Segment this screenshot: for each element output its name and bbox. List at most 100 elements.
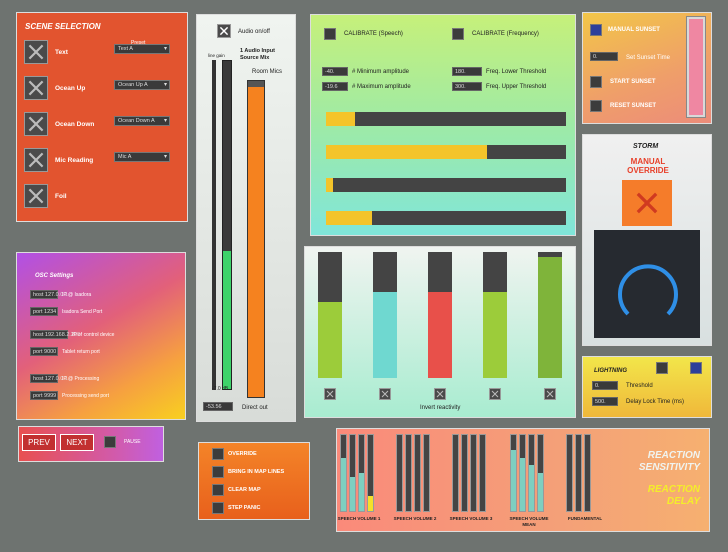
- scene-preset-dropdown-3[interactable]: Mic A: [114, 152, 170, 162]
- close-icon: [491, 390, 499, 398]
- reaction-meter-1-2[interactable]: [414, 434, 421, 512]
- reaction-meter-3-3[interactable]: [537, 434, 544, 512]
- sunset-time-value[interactable]: 0.: [590, 52, 618, 61]
- threshold-label: Threshold: [626, 383, 653, 389]
- level-meter: [222, 60, 232, 390]
- lightning-checkbox-1[interactable]: [656, 362, 668, 374]
- invert-checkbox-2[interactable]: [434, 388, 446, 400]
- osc-value-2[interactable]: host 192.168.2.200: [30, 330, 80, 339]
- reset-sunset-checkbox[interactable]: [590, 100, 602, 112]
- reaction-meter-fill-0-1: [350, 476, 355, 511]
- sunset-slider[interactable]: [686, 16, 706, 118]
- osc-value-0[interactable]: host 127.0.0.1: [30, 290, 68, 299]
- reaction-meter-0-0[interactable]: [340, 434, 347, 512]
- reaction-meter-2-3[interactable]: [479, 434, 486, 512]
- scene-label-4: Foil: [55, 193, 67, 200]
- override-checkbox-2[interactable]: [212, 484, 224, 496]
- start-sunset-checkbox[interactable]: [590, 76, 602, 88]
- osc-label-1: Isadora Send Port: [62, 309, 103, 315]
- reaction-meter-2-1[interactable]: [461, 434, 468, 512]
- close-icon: [28, 44, 44, 60]
- scene-toggle-3[interactable]: [24, 148, 48, 172]
- reaction-meter-0-3[interactable]: [367, 434, 374, 512]
- storm-dial[interactable]: [594, 230, 700, 338]
- manual-sunset-label: MANUAL SUNSET: [608, 27, 660, 33]
- threshold-value[interactable]: 0.: [592, 381, 618, 390]
- invert-checkbox-4[interactable]: [544, 388, 556, 400]
- invert-checkbox-3[interactable]: [489, 388, 501, 400]
- close-icon: [436, 390, 444, 398]
- scene-selection-title: SCENE SELECTION: [25, 22, 101, 31]
- close-icon: [28, 152, 44, 168]
- scene-preset-dropdown-2[interactable]: Ocean Down A: [114, 116, 170, 126]
- room-mics-label: Room Mics: [252, 69, 283, 75]
- max-amplitude-label: # Maximum amplitude: [352, 84, 411, 90]
- line-gain-slider-track[interactable]: [212, 60, 216, 390]
- room-mics-meter: [247, 80, 265, 398]
- freq-upper-value[interactable]: 300.: [452, 82, 482, 91]
- freq-lower-value[interactable]: 180.: [452, 67, 482, 76]
- override-checkbox-0[interactable]: [212, 448, 224, 460]
- osc-label-3: Tablet return port: [62, 349, 100, 355]
- reaction-meter-2-0[interactable]: [452, 434, 459, 512]
- scene-toggle-1[interactable]: [24, 76, 48, 100]
- lightning-checkbox-2[interactable]: [690, 362, 702, 374]
- reaction-meter-0-2[interactable]: [358, 434, 365, 512]
- calibrate-bar-1: [326, 145, 566, 159]
- max-amplitude-value[interactable]: -19.6: [322, 82, 348, 91]
- close-icon: [28, 188, 44, 204]
- reaction-meter-3-2[interactable]: [528, 434, 535, 512]
- override-label-1: BRING IN MAP LINES: [228, 469, 285, 475]
- min-amplitude-value[interactable]: -40.: [322, 67, 348, 76]
- calibrate-frequency-label: CALIBRATE (Frequency): [472, 31, 539, 37]
- reaction-meter-3-0[interactable]: [510, 434, 517, 512]
- manual-sunset-checkbox[interactable]: [590, 24, 602, 36]
- invert-checkbox-1[interactable]: [379, 388, 391, 400]
- calibrate-frequency-checkbox[interactable]: [452, 28, 464, 40]
- reaction-meter-4-1[interactable]: [575, 434, 582, 512]
- room-mics-meter-fill: [248, 87, 264, 397]
- reaction-meter-2-2[interactable]: [470, 434, 477, 512]
- reactivity-meter-1: [373, 252, 397, 378]
- reaction-meter-0-1[interactable]: [349, 434, 356, 512]
- override-label-2: CLEAR MAP: [228, 487, 261, 493]
- override-checkbox-1[interactable]: [212, 466, 224, 478]
- osc-value-1[interactable]: port 1234: [30, 307, 58, 316]
- audio-onoff-toggle[interactable]: [217, 24, 231, 38]
- next-button[interactable]: NEXT: [60, 434, 94, 451]
- calibrate-speech-checkbox[interactable]: [324, 28, 336, 40]
- scene-preset-dropdown-0[interactable]: Text A: [114, 44, 170, 54]
- osc-value-5[interactable]: port 9999: [30, 391, 58, 400]
- reaction-meter-1-0[interactable]: [396, 434, 403, 512]
- reaction-meter-4-2[interactable]: [584, 434, 591, 512]
- scene-toggle-0[interactable]: [24, 40, 48, 64]
- osc-label-0: IP @ Isadora: [62, 292, 92, 298]
- scene-preset-dropdown-1[interactable]: Ocean Up A: [114, 80, 170, 90]
- reaction-meter-1-1[interactable]: [405, 434, 412, 512]
- scene-toggle-2[interactable]: [24, 112, 48, 136]
- reactivity-meter-4: [538, 252, 562, 378]
- direct-out-value[interactable]: -53.56: [203, 402, 233, 411]
- delay-lock-value[interactable]: 500.: [592, 397, 618, 406]
- close-icon: [381, 390, 389, 398]
- reaction-meter-3-1[interactable]: [519, 434, 526, 512]
- reaction-meter-1-3[interactable]: [423, 434, 430, 512]
- override-checkbox-3[interactable]: [212, 502, 224, 514]
- storm-title: STORM: [633, 143, 659, 150]
- reaction-meter-fill-3-1: [520, 457, 525, 511]
- osc-value-4[interactable]: host 127.0.0.1: [30, 374, 68, 383]
- reactivity-meter-fill-4: [538, 257, 562, 378]
- calibrate-bar-fill-1: [326, 145, 487, 159]
- scene-toggle-4[interactable]: [24, 184, 48, 208]
- pause-checkbox[interactable]: [104, 436, 116, 448]
- osc-label-5: Processing send port: [62, 393, 109, 399]
- reaction-delay-label: REACTION DELAY: [647, 484, 700, 507]
- osc-value-3[interactable]: port 9000: [30, 347, 58, 356]
- freq-upper-label: Freq. Upper Threshold: [486, 84, 547, 90]
- scene-label-2: Ocean Down: [55, 121, 95, 128]
- reaction-meter-4-0[interactable]: [566, 434, 573, 512]
- invert-checkbox-0[interactable]: [324, 388, 336, 400]
- storm-override-button[interactable]: [622, 180, 672, 226]
- calibrate-bar-fill-2: [326, 178, 334, 192]
- prev-button[interactable]: PREV: [22, 434, 56, 451]
